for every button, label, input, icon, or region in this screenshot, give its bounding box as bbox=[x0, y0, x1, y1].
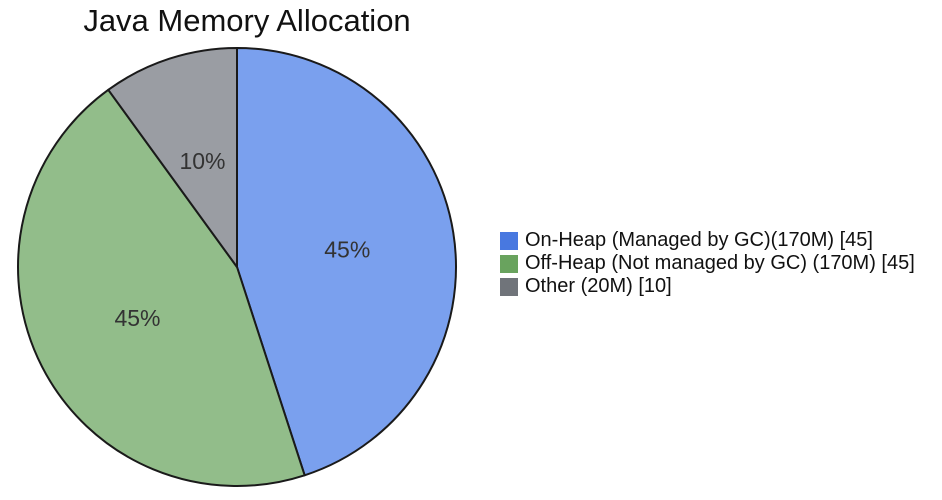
pie-slice-0 bbox=[236, 47, 457, 477]
pie-pct-label-0: 45% bbox=[324, 237, 370, 263]
legend: On-Heap (Managed by GC)(170M) [45] Off-He… bbox=[500, 229, 915, 298]
legend-item-0: On-Heap (Managed by GC)(170M) [45] bbox=[500, 229, 915, 252]
pie-slice-1 bbox=[17, 88, 306, 487]
legend-label-1: Off-Heap (Not managed by GC) (170M) [45] bbox=[525, 252, 915, 274]
legend-swatch-0 bbox=[500, 231, 518, 250]
chart-title: Java Memory Allocation bbox=[83, 3, 411, 38]
pie-pct-label-2: 10% bbox=[179, 148, 225, 174]
legend-label-2: Other (20M) [10] bbox=[525, 275, 672, 297]
legend-label-0: On-Heap (Managed by GC)(170M) [45] bbox=[525, 229, 873, 251]
legend-item-2: Other (20M) [10] bbox=[500, 275, 915, 298]
legend-item-1: Off-Heap (Not managed by GC) (170M) [45] bbox=[500, 252, 915, 275]
pie-pct-label-1: 45% bbox=[114, 305, 160, 331]
legend-swatch-1 bbox=[500, 254, 518, 273]
legend-swatch-2 bbox=[500, 277, 518, 296]
pie-slice-2 bbox=[107, 47, 238, 268]
